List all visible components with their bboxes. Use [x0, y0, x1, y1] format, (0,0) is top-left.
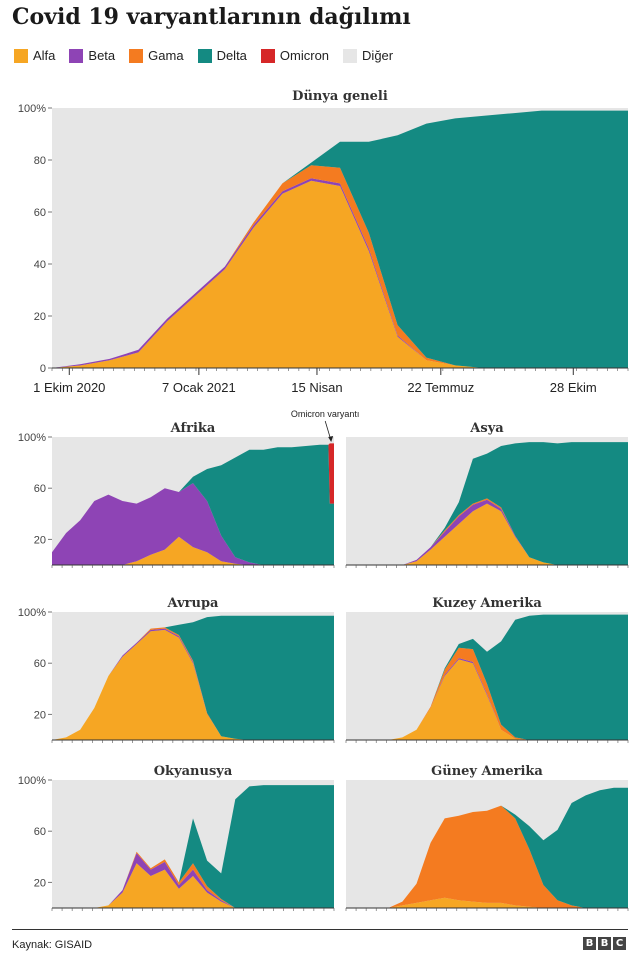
legend-swatch-omicron	[260, 48, 275, 63]
y-tick-label: 100%	[18, 607, 46, 619]
y-tick-label: 100%	[18, 103, 46, 115]
series-gama-area	[346, 647, 628, 740]
series-delta-area	[346, 787, 628, 908]
y-tick-label: 100%	[18, 775, 46, 787]
series-delta-area	[52, 110, 628, 368]
legend-swatch-delta	[197, 48, 212, 63]
y-tick-label: 60	[34, 658, 46, 670]
chart-afrika: 20 60 100% Afrika Omicron varyantı	[18, 409, 360, 568]
bbc-logo-letter: B	[598, 937, 611, 950]
x-tick-label: 7 Ocak 2021	[162, 380, 236, 395]
chart-title: Afrika	[170, 421, 216, 436]
annotation-label: Omicron varyantı	[291, 409, 360, 419]
series-beta-area	[52, 483, 334, 565]
x-tick-label: 1 Ekim 2020	[33, 380, 105, 395]
legend-item-beta: Beta	[69, 48, 115, 63]
legend-item-diger: Diğer	[343, 48, 393, 63]
legend-item-gama: Gama	[129, 48, 184, 63]
series-alfa-area	[52, 180, 628, 368]
bbc-logo-letter: C	[613, 937, 626, 950]
series-alfa-area	[346, 659, 628, 740]
y-tick-label: 60	[34, 207, 46, 219]
chart-avrupa: 20 60 100% Avrupa	[18, 596, 335, 743]
legend-label-delta: Delta	[216, 48, 247, 63]
legend-label-diger: Diğer	[362, 48, 394, 63]
legend-label-alfa: Alfa	[33, 48, 56, 63]
y-tick-label: 20	[34, 709, 46, 721]
series-delta-area	[52, 615, 334, 740]
y-tick-label: 60	[34, 483, 46, 495]
legend-item-alfa: Alfa	[14, 48, 55, 63]
y-tick-label: 80	[34, 155, 46, 167]
series-alfa-area	[346, 503, 628, 565]
page-title: Covid 19 varyantlarının dağılımı	[12, 4, 411, 30]
chart-title: Asya	[469, 421, 504, 436]
legend-swatch-alfa	[14, 48, 28, 63]
chart-world: 0 20 40 60 80 100% 1 Ekim 2020 7 Ocak 2021 15 Ni…	[18, 89, 629, 395]
x-tick-label: 28 Ekim	[550, 380, 597, 395]
legend-label-beta: Beta	[88, 48, 116, 63]
annotation-arrow-head	[328, 436, 334, 442]
legend-item-omicron: Omicron	[260, 48, 330, 63]
series-alfa-area	[52, 863, 334, 908]
y-tick-label: 20	[34, 311, 46, 323]
chart-title: Kuzey Amerika	[432, 596, 542, 611]
series-alfa-area	[52, 536, 334, 565]
legend-swatch-diger	[343, 48, 358, 63]
legend: Alfa Beta Gama Delta Omicron Diğer	[14, 48, 407, 63]
y-tick-label: 0	[40, 363, 46, 375]
y-tick-label: 20	[34, 534, 46, 546]
chart-kuzey-amerika: Kuzey Amerika	[345, 596, 629, 743]
y-tick-label: 100%	[18, 432, 46, 444]
x-tick-label: 15 Nisan	[291, 380, 342, 395]
chart-title: Okyanusya	[154, 764, 233, 779]
series-alfa-area	[52, 629, 334, 740]
series-delta-area	[346, 442, 628, 565]
chart-title: Dünya geneli	[292, 89, 388, 104]
chart-asya: Asya	[345, 421, 629, 568]
y-tick-label: 20	[34, 877, 46, 889]
source-note: Kaynak: GISAID	[12, 939, 93, 951]
y-tick-label: 60	[34, 826, 46, 838]
legend-swatch-gama	[129, 48, 144, 63]
bbc-logo-letter: B	[583, 937, 596, 950]
chart-okyanusya: 20 60 100% Okyanusya	[18, 764, 335, 911]
series-delta-area	[346, 614, 628, 740]
chart-guney-amerika: Güney Amerika	[345, 764, 629, 911]
legend-label-gama: Gama	[148, 48, 184, 63]
series-delta-area	[52, 785, 334, 908]
bbc-logo: B B C	[581, 937, 626, 950]
legend-swatch-beta	[69, 48, 84, 63]
chart-title: Avrupa	[167, 596, 220, 611]
series-gama-area	[346, 805, 628, 908]
series-delta-area	[52, 444, 334, 565]
footer-divider	[12, 929, 628, 930]
chart-title: Güney Amerika	[431, 764, 543, 779]
y-tick-label: 40	[34, 259, 46, 271]
legend-item-delta: Delta	[197, 48, 247, 63]
legend-label-omicron: Omicron	[279, 48, 330, 63]
x-tick-label: 22 Temmuz	[407, 380, 474, 395]
charts-canvas: 0 20 40 60 80 100% 1 Ekim 2020 7 Ocak 2021 15 Ni…	[18, 89, 629, 911]
series-beta-area	[52, 628, 334, 740]
